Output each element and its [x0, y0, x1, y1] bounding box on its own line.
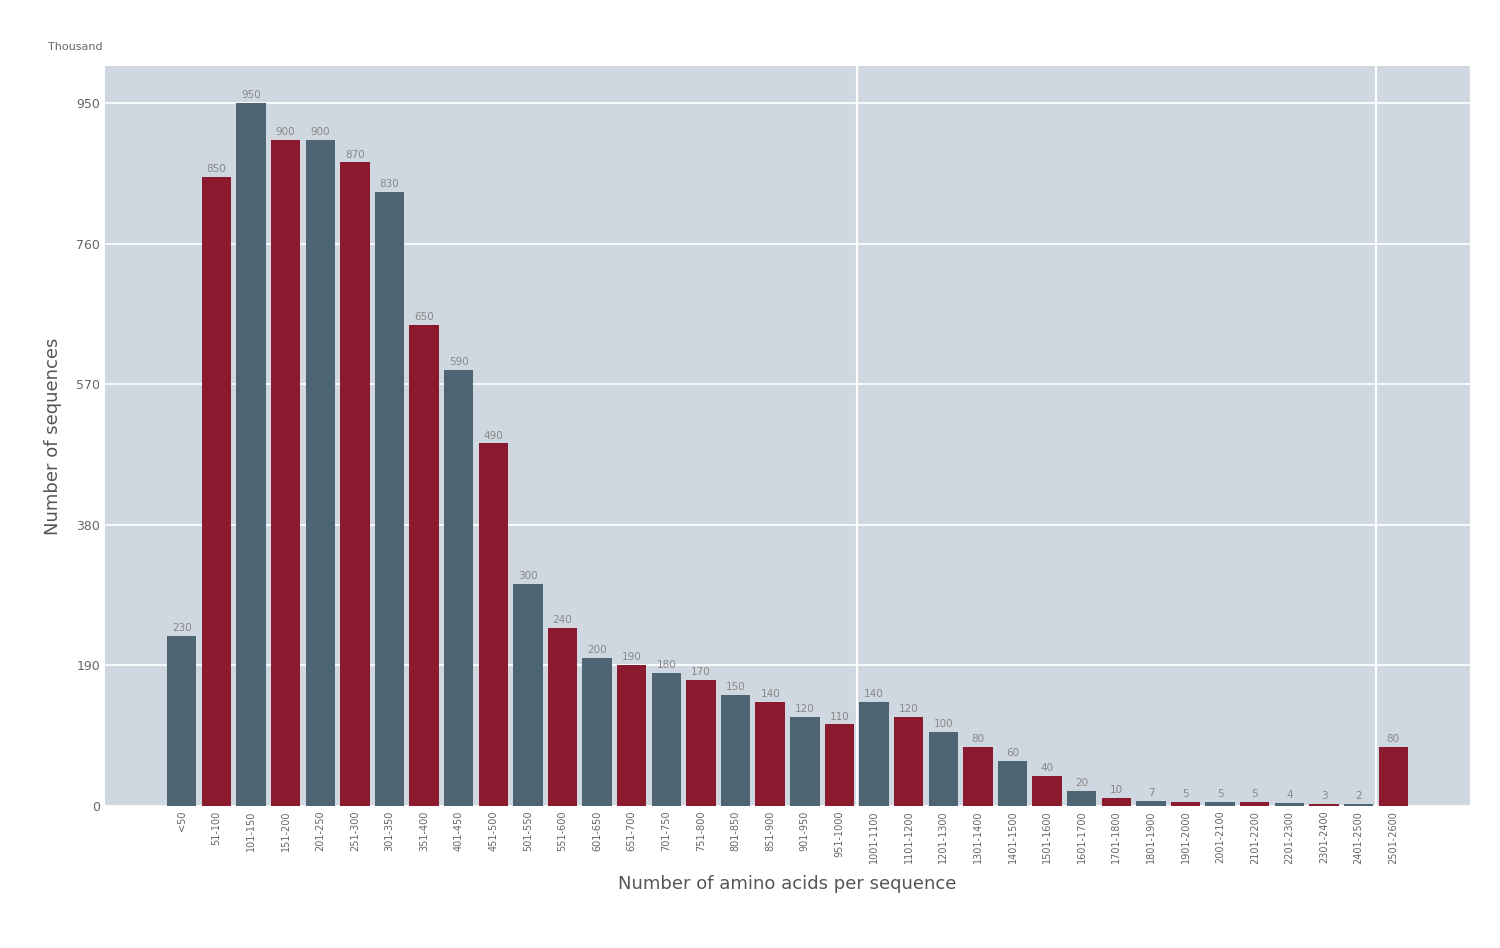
Text: 150: 150 [726, 682, 746, 692]
Text: 950: 950 [242, 90, 261, 100]
Text: 140: 140 [864, 689, 883, 700]
Text: 7: 7 [1148, 788, 1155, 797]
Bar [687, 680, 716, 806]
Text: 900: 900 [276, 127, 296, 137]
X-axis label: Number of amino acids per sequence: Number of amino acids per sequence [618, 875, 957, 893]
Text: 120: 120 [898, 704, 918, 714]
Text: 870: 870 [345, 150, 364, 159]
Text: 170: 170 [692, 667, 711, 677]
Bar [963, 747, 993, 806]
Bar [375, 192, 404, 806]
Bar [582, 658, 612, 806]
Text: 900: 900 [310, 127, 330, 137]
Bar [1032, 776, 1062, 806]
Text: 40: 40 [1041, 763, 1053, 774]
Bar [201, 177, 231, 806]
Text: 230: 230 [172, 623, 192, 632]
Text: 140: 140 [760, 689, 780, 700]
Text: 5: 5 [1216, 789, 1224, 799]
Bar [651, 673, 681, 806]
Bar [894, 717, 924, 806]
Bar [928, 732, 958, 806]
Bar [1066, 791, 1096, 806]
Y-axis label: Number of sequences: Number of sequences [45, 337, 63, 535]
Bar [272, 140, 300, 806]
Bar [1344, 804, 1374, 806]
Text: 180: 180 [657, 660, 676, 669]
Bar [306, 140, 334, 806]
Text: 60: 60 [1007, 749, 1019, 758]
Text: Thousand: Thousand [48, 42, 102, 51]
Text: 80: 80 [1386, 734, 1400, 743]
Bar [1136, 801, 1166, 806]
Bar [410, 325, 440, 806]
Text: 110: 110 [830, 712, 849, 721]
Text: 100: 100 [933, 719, 952, 729]
Bar [1101, 798, 1131, 806]
Bar [998, 761, 1028, 806]
Text: 650: 650 [414, 312, 434, 322]
Bar [1275, 803, 1304, 806]
Bar [825, 724, 854, 806]
Text: 3: 3 [1320, 791, 1328, 801]
Text: 850: 850 [207, 164, 226, 174]
Bar [237, 103, 266, 806]
Text: 4: 4 [1286, 790, 1293, 800]
Text: 190: 190 [622, 652, 642, 663]
Text: 5: 5 [1251, 789, 1258, 799]
Bar [1240, 802, 1269, 806]
Bar [166, 636, 196, 806]
Text: 2: 2 [1356, 792, 1362, 801]
Bar [616, 665, 646, 806]
Text: 240: 240 [552, 615, 573, 626]
Bar [444, 370, 474, 806]
Bar [722, 695, 750, 806]
Bar [756, 702, 784, 806]
Bar [1206, 802, 1234, 806]
Text: 590: 590 [448, 356, 468, 367]
Text: 200: 200 [588, 645, 608, 655]
Bar [859, 702, 888, 806]
Bar [1310, 804, 1338, 806]
Text: 120: 120 [795, 704, 814, 714]
Bar [1378, 747, 1408, 806]
Bar [340, 162, 369, 806]
Text: 300: 300 [518, 571, 537, 581]
Bar [513, 584, 543, 806]
Text: 80: 80 [972, 734, 984, 743]
Bar [478, 444, 508, 806]
Bar [790, 717, 819, 806]
Text: 830: 830 [380, 179, 399, 189]
Text: 10: 10 [1110, 786, 1124, 795]
Text: 490: 490 [483, 430, 502, 441]
Text: 20: 20 [1076, 778, 1089, 788]
Bar [548, 629, 578, 806]
Bar [1172, 802, 1200, 806]
Text: 5: 5 [1182, 789, 1190, 799]
